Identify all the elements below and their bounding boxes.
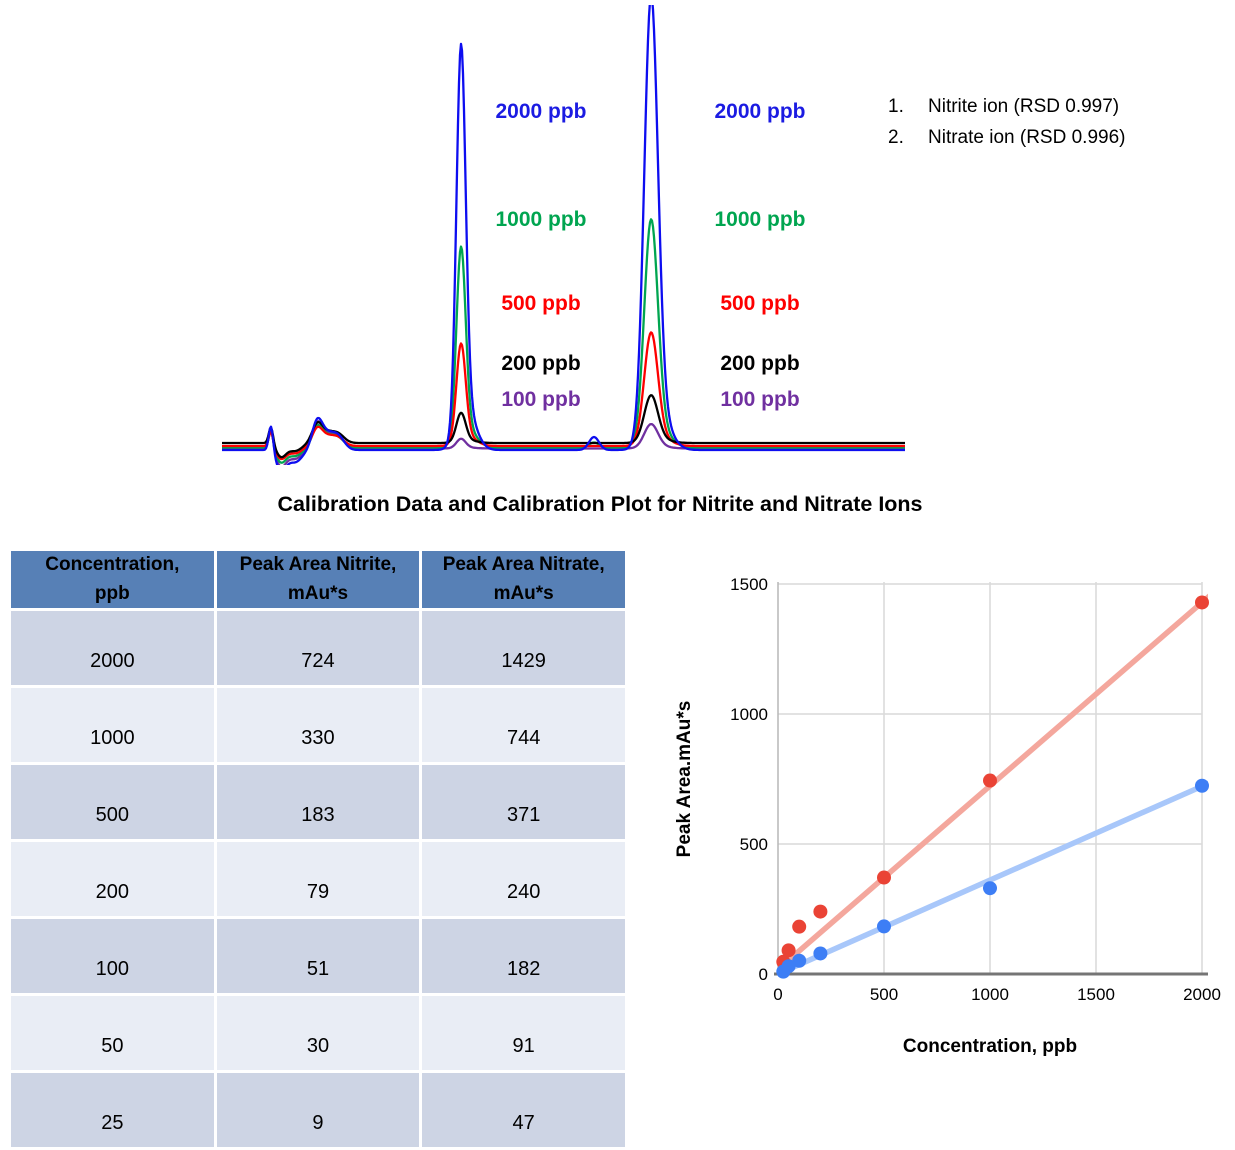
section-title: Calibration Data and Calibration Plot fo… — [277, 492, 923, 516]
table-row: 2000 724 1429 — [11, 611, 625, 685]
table-header-line: mAu*s — [287, 582, 349, 604]
table-cell: 744 — [422, 688, 625, 762]
y-axis-title: Peak Area.mAu*s — [674, 701, 695, 858]
table-header-col-3: Peak Area Nitrate, mAu*s — [422, 551, 625, 608]
table-row: 500 183 371 — [11, 765, 625, 839]
conc-label-nitrate-100-ppb: 100 ppb — [720, 388, 800, 411]
chromatogram-peak-legend: 1. Nitrite ion (RSD 0.997) 2. Nitrate ion (… — [888, 96, 1125, 158]
table-row: 1000 330 744 — [11, 688, 625, 762]
legend-item-text: Nitrate ion (RSD 0.996) — [928, 127, 1126, 148]
datapoint-peak-area-nitrate-200 — [813, 904, 828, 919]
datapoint-peak-area-nitrate-500 — [877, 870, 891, 885]
x-tick-label-1500: 1500 — [1077, 985, 1115, 1004]
conc-label-nitrate-1000-ppb: 1000 ppb — [714, 208, 806, 231]
legend-item-1: 1. Nitrite ion (RSD 0.997) — [888, 96, 1125, 127]
datapoint-peak-area-nitrite-1000 — [983, 881, 997, 896]
table-header-line: Concentration, — [45, 554, 180, 575]
x-tick-label-2000: 2000 — [1183, 985, 1221, 1004]
table-cell: 1000 — [11, 688, 214, 762]
legend-item-text: Nitrite ion (RSD 0.997) — [928, 96, 1120, 117]
conc-label-nitrite-200-ppb: 200 ppb — [501, 352, 581, 375]
table-cell: 183 — [216, 765, 420, 839]
table-header-line: Peak Area Nitrate, — [442, 554, 605, 575]
conc-label-nitrite-2000-ppb: 2000 ppb — [495, 100, 587, 123]
conc-label-nitrate-500-ppb: 500 ppb — [720, 292, 800, 315]
datapoint-peak-area-nitrite-500 — [877, 919, 891, 934]
x-axis-title: Concentration, ppb — [903, 1036, 1077, 1057]
table-cell: 91 — [422, 996, 625, 1070]
datapoint-peak-area-nitrite-50 — [781, 959, 796, 974]
x-tick-label-500: 500 — [870, 985, 898, 1004]
conc-label-nitrite-500-ppb: 500 ppb — [501, 292, 581, 315]
table-cell: 330 — [216, 688, 420, 762]
table-row: 25 9 47 — [11, 1073, 625, 1147]
table-cell: 25 — [11, 1073, 214, 1147]
table-header-line: ppb — [94, 582, 130, 604]
table-header-line: mAu*s — [493, 582, 554, 604]
table-cell: 9 — [216, 1073, 420, 1147]
y-tick-label-500: 500 — [740, 835, 768, 854]
calibration-chart: 0 500 1000 1500 0 500 1000 1500 2000 Concentratio… — [674, 575, 1221, 1057]
legend-item-number: 2. — [888, 127, 904, 148]
legend-item-2: 2. Nitrate ion (RSD 0.996) — [888, 127, 1125, 158]
datapoint-peak-area-nitrate-1000 — [983, 773, 997, 788]
table-header-line: Peak Area Nitrite, — [239, 554, 397, 575]
x-tick-label-0: 0 — [773, 985, 782, 1004]
table-cell: 500 — [11, 765, 214, 839]
conc-label-nitrite-1000-ppb: 1000 ppb — [495, 208, 587, 231]
chromatogram-trace-2000-ppb — [221, 5, 906, 465]
datapoint-peak-area-nitrate-50 — [781, 943, 796, 958]
table-cell: 100 — [11, 919, 214, 993]
x-tick-label-1000: 1000 — [971, 985, 1009, 1004]
table-cell: 1429 — [422, 611, 625, 685]
table-cell: 240 — [422, 842, 625, 916]
table-cell: 50 — [11, 996, 214, 1070]
table-cell: 371 — [422, 765, 625, 839]
legend-item-number: 1. — [888, 96, 904, 117]
table-row: 200 79 240 — [11, 842, 625, 916]
table-header-row: Concentration, ppb Peak Area Nitrite, mAu*s… — [11, 551, 625, 608]
table-cell: 200 — [11, 842, 214, 916]
datapoint-peak-area-nitrate-2000 — [1195, 595, 1209, 610]
table-cell: 30 — [216, 996, 420, 1070]
calibration-table-head: Concentration, ppb Peak Area Nitrite, mAu*s… — [11, 551, 625, 608]
table-cell: 2000 — [11, 611, 214, 685]
conc-label-nitrate-200-ppb: 200 ppb — [720, 352, 800, 375]
table-cell: 79 — [216, 842, 420, 916]
chromatogram-trace-500-ppb — [221, 331, 906, 461]
datapoint-peak-area-nitrate-100 — [792, 919, 807, 934]
table-cell: 51 — [216, 919, 420, 993]
table-cell: 724 — [216, 611, 420, 685]
datapoint-peak-area-nitrite-2000 — [1195, 778, 1209, 793]
calibration-table: Concentration, ppb Peak Area Nitrite, mAu*s… — [8, 548, 628, 1150]
datapoint-peak-area-nitrite-100 — [792, 953, 807, 968]
table-cell: 182 — [422, 919, 625, 993]
table-row: 50 30 91 — [11, 996, 625, 1070]
trendline-peak-area-nitrite — [778, 780, 1208, 974]
table-row: 100 51 182 — [11, 919, 625, 993]
datapoint-peak-area-nitrite-200 — [813, 946, 828, 961]
y-tick-label-0: 0 — [759, 965, 768, 984]
chromatogram-plot — [221, 5, 906, 465]
y-tick-label-1000: 1000 — [730, 705, 768, 724]
table-header-col-1: Concentration, ppb — [11, 551, 214, 608]
table-cell: 47 — [422, 1073, 625, 1147]
conc-label-nitrite-100-ppb: 100 ppb — [501, 388, 581, 411]
table-header-col-2: Peak Area Nitrite, mAu*s — [216, 551, 420, 608]
conc-label-nitrate-2000-ppb: 2000 ppb — [714, 100, 806, 123]
y-tick-label-1500: 1500 — [730, 575, 768, 594]
calibration-table-body: 2000 724 1429 1000 330 744 500 183 371 200 79 240 10… — [11, 611, 625, 1147]
